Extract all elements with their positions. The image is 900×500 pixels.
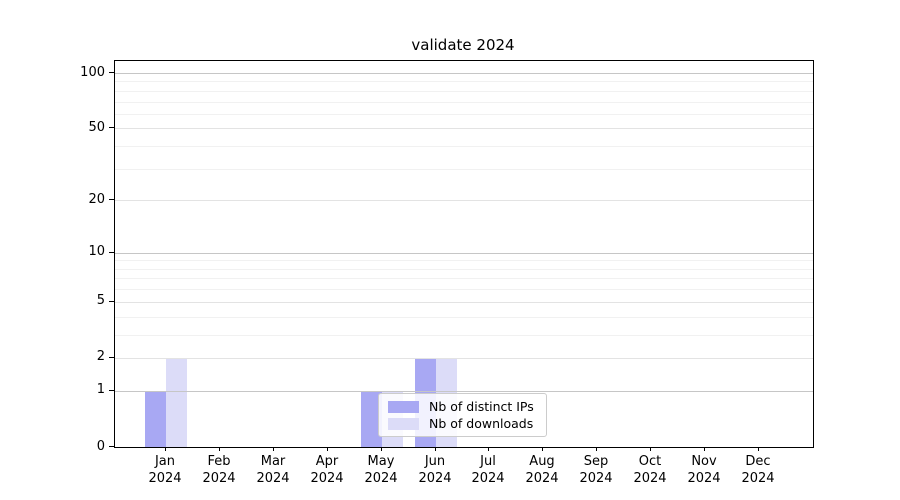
y-tick-label: 50	[88, 120, 105, 135]
y-gridline-minor	[115, 81, 813, 82]
x-tick-label: Feb 2024	[189, 453, 249, 487]
y-axis-tick	[109, 199, 114, 200]
x-tick-month: Jan	[154, 454, 176, 469]
x-axis-tick	[704, 447, 705, 451]
y-axis-tick	[109, 390, 114, 391]
x-axis-tick	[273, 447, 274, 451]
x-tick-label: Oct 2024	[620, 453, 680, 487]
bar-distinct-ips	[145, 390, 166, 447]
x-tick-label: Jan 2024	[135, 453, 195, 487]
y-tick-label: 20	[88, 192, 105, 207]
x-tick-month: Feb	[207, 454, 231, 469]
y-gridline	[115, 128, 813, 129]
x-tick-label: Apr 2024	[297, 453, 357, 487]
x-axis-tick	[327, 447, 328, 451]
y-tick-label: 1	[96, 382, 105, 397]
y-gridline	[115, 391, 813, 392]
x-axis-tick	[381, 447, 382, 451]
y-gridline-minor	[115, 335, 813, 336]
y-axis-tick	[109, 72, 114, 73]
x-tick-label: Mar 2024	[243, 453, 303, 487]
y-tick-label: 100	[80, 65, 105, 80]
x-tick-year: 2024	[310, 471, 344, 486]
x-tick-month: May	[367, 454, 395, 469]
bar-distinct-ips	[360, 390, 382, 447]
x-tick-month: Apr	[315, 454, 339, 469]
y-gridline-minor	[115, 269, 813, 270]
x-tick-year: 2024	[256, 471, 290, 486]
legend: Nb of distinct IPs Nb of downloads	[378, 393, 547, 437]
legend-row: Nb of distinct IPs	[388, 399, 538, 414]
bar-downloads	[166, 357, 187, 447]
x-axis-tick	[219, 447, 220, 451]
x-axis-tick	[435, 447, 436, 451]
x-tick-year: 2024	[579, 471, 613, 486]
chart-title: validate 2024	[411, 36, 515, 54]
y-gridline-minor	[115, 114, 813, 115]
y-gridline-minor	[115, 278, 813, 279]
x-tick-month: Dec	[745, 454, 771, 469]
legend-row: Nb of downloads	[388, 416, 538, 431]
y-tick-label: 5	[96, 293, 105, 308]
y-gridline	[115, 302, 813, 303]
x-tick-month: Jun	[424, 454, 446, 469]
y-axis-tick	[109, 127, 114, 128]
y-gridline-minor	[115, 102, 813, 103]
x-tick-label: Dec 2024	[728, 453, 788, 487]
x-tick-year: 2024	[202, 471, 236, 486]
y-gridline-minor	[115, 91, 813, 92]
y-gridline	[115, 200, 813, 201]
x-tick-label: Aug 2024	[512, 453, 572, 487]
y-tick-label: 2	[96, 349, 105, 364]
plot-area	[114, 60, 814, 448]
x-tick-month: Aug	[529, 454, 555, 469]
y-gridline	[115, 253, 813, 254]
x-axis-tick	[542, 447, 543, 451]
y-tick-label: 10	[88, 244, 105, 259]
y-gridline-minor	[115, 289, 813, 290]
x-tick-month: Sep	[583, 454, 609, 469]
x-tick-year: 2024	[364, 471, 398, 486]
x-tick-label: Jul 2024	[458, 453, 518, 487]
y-axis-tick	[109, 357, 114, 358]
x-tick-month: Jul	[480, 454, 496, 469]
x-axis-tick	[758, 447, 759, 451]
y-axis-tick	[109, 252, 114, 253]
x-tick-year: 2024	[633, 471, 667, 486]
x-tick-year: 2024	[418, 471, 452, 486]
y-gridline-minor	[115, 169, 813, 170]
x-tick-label: Nov 2024	[674, 453, 734, 487]
y-gridline-minor	[115, 260, 813, 261]
y-gridline-minor	[115, 146, 813, 147]
x-tick-label: Sep 2024	[566, 453, 626, 487]
y-axis-tick	[109, 301, 114, 302]
x-tick-label: May 2024	[351, 453, 411, 487]
legend-label: Nb of distinct IPs	[429, 399, 534, 414]
x-tick-label: Jun 2024	[405, 453, 465, 487]
legend-swatch	[388, 400, 419, 413]
x-tick-year: 2024	[148, 471, 182, 486]
x-axis-tick	[165, 447, 166, 451]
y-axis-tick	[109, 446, 114, 447]
legend-swatch	[388, 417, 419, 430]
legend-label: Nb of downloads	[429, 416, 534, 431]
y-tick-label: 0	[96, 439, 105, 454]
y-gridline	[115, 73, 813, 74]
y-gridline-minor	[115, 317, 813, 318]
y-gridline	[115, 358, 813, 359]
x-axis-tick	[650, 447, 651, 451]
x-tick-year: 2024	[687, 471, 721, 486]
x-axis-tick	[596, 447, 597, 451]
x-tick-month: Oct	[638, 454, 662, 469]
x-axis-tick	[488, 447, 489, 451]
x-tick-month: Mar	[260, 454, 286, 469]
x-tick-year: 2024	[525, 471, 559, 486]
x-tick-year: 2024	[471, 471, 505, 486]
x-tick-month: Nov	[691, 454, 717, 469]
x-tick-year: 2024	[741, 471, 775, 486]
